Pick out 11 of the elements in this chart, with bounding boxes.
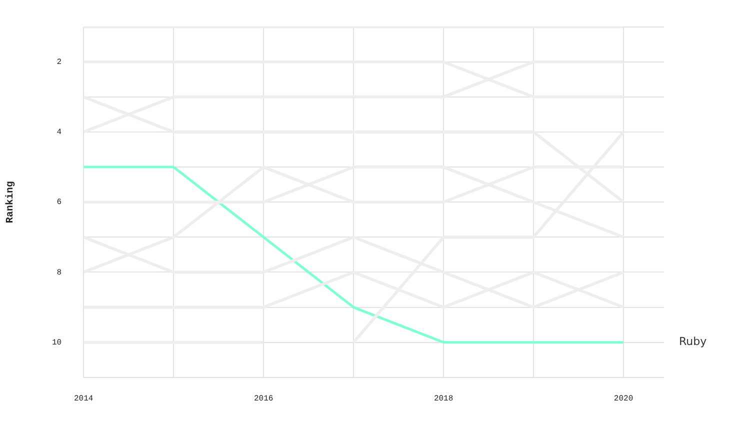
y-tick-label: 2 xyxy=(56,58,62,67)
x-tick-label: 2014 xyxy=(74,394,94,404)
x-tick-label: 2018 xyxy=(434,394,454,404)
y-tick-label: 6 xyxy=(56,198,62,208)
y-axis-title: Ranking xyxy=(4,181,17,224)
x-tick-label: 2016 xyxy=(254,394,274,404)
x-tick-label: 2020 xyxy=(614,394,634,404)
text: Ruby xyxy=(679,335,708,348)
y-tick-label: 4 xyxy=(56,128,62,138)
y-tick-label: 10 xyxy=(52,338,62,348)
y-tick-label: 8 xyxy=(56,268,62,278)
